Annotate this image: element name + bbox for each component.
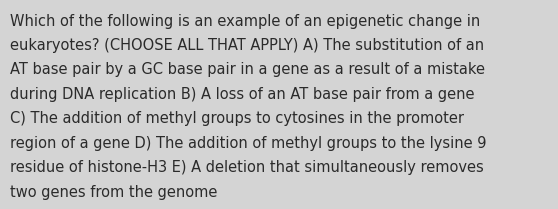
- Text: eukaryotes? (CHOOSE ALL THAT APPLY) A) The substitution of an: eukaryotes? (CHOOSE ALL THAT APPLY) A) T…: [10, 38, 484, 53]
- Text: AT base pair by a GC base pair in a gene as a result of a mistake: AT base pair by a GC base pair in a gene…: [10, 62, 485, 78]
- Text: Which of the following is an example of an epigenetic change in: Which of the following is an example of …: [10, 14, 480, 29]
- Text: during DNA replication B) A loss of an AT base pair from a gene: during DNA replication B) A loss of an A…: [10, 87, 474, 102]
- Text: region of a gene D) The addition of methyl groups to the lysine 9: region of a gene D) The addition of meth…: [10, 136, 487, 151]
- Text: C) The addition of methyl groups to cytosines in the promoter: C) The addition of methyl groups to cyto…: [10, 111, 464, 126]
- Text: residue of histone-H3 E) A deletion that simultaneously removes: residue of histone-H3 E) A deletion that…: [10, 160, 484, 175]
- Text: two genes from the genome: two genes from the genome: [10, 185, 218, 200]
